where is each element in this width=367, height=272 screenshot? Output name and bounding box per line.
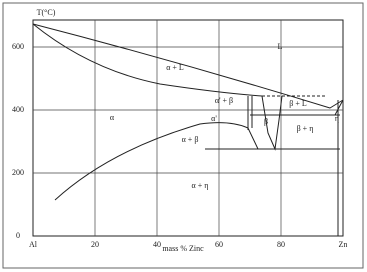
x-ticks: Al 20 40 60 80 Zn — [29, 240, 347, 249]
region-label: α' — [211, 114, 217, 123]
x-tick-label: 40 — [153, 240, 161, 249]
region-label: β — [264, 117, 268, 126]
region-label: β + L — [289, 99, 307, 108]
y-tick-label: 200 — [12, 168, 24, 177]
x-tick-label: 60 — [215, 240, 223, 249]
x-axis-label: mass % Zinc — [162, 244, 204, 253]
region-label: α + β — [182, 135, 199, 144]
x-tick-label: 20 — [91, 240, 99, 249]
region-label: α + L — [166, 63, 184, 72]
frame — [2, 2, 364, 269]
grid — [33, 20, 343, 236]
y-ticks: 600 400 200 0 — [12, 42, 24, 240]
region-label: α + η — [192, 181, 209, 190]
y-tick-label: 0 — [16, 231, 20, 240]
phase-boundaries — [32, 23, 344, 236]
region-label: α — [110, 113, 115, 122]
region-label: β + η — [297, 124, 314, 133]
region-label: α' + β — [215, 96, 233, 105]
y-tick-label: 400 — [12, 105, 24, 114]
region-label: η — [335, 114, 339, 123]
region-label: L — [278, 42, 283, 51]
y-axis-label: T(°C) — [37, 8, 56, 17]
x-tick-label: Al — [29, 240, 38, 249]
y-tick-label: 600 — [12, 42, 24, 51]
x-tick-label: 80 — [277, 240, 285, 249]
x-tick-label: Zn — [339, 240, 348, 249]
region-labels: Lα + L α' + β α' α β β + L η β + η α + β α + η — [110, 42, 339, 190]
plot-box — [32, 19, 344, 237]
